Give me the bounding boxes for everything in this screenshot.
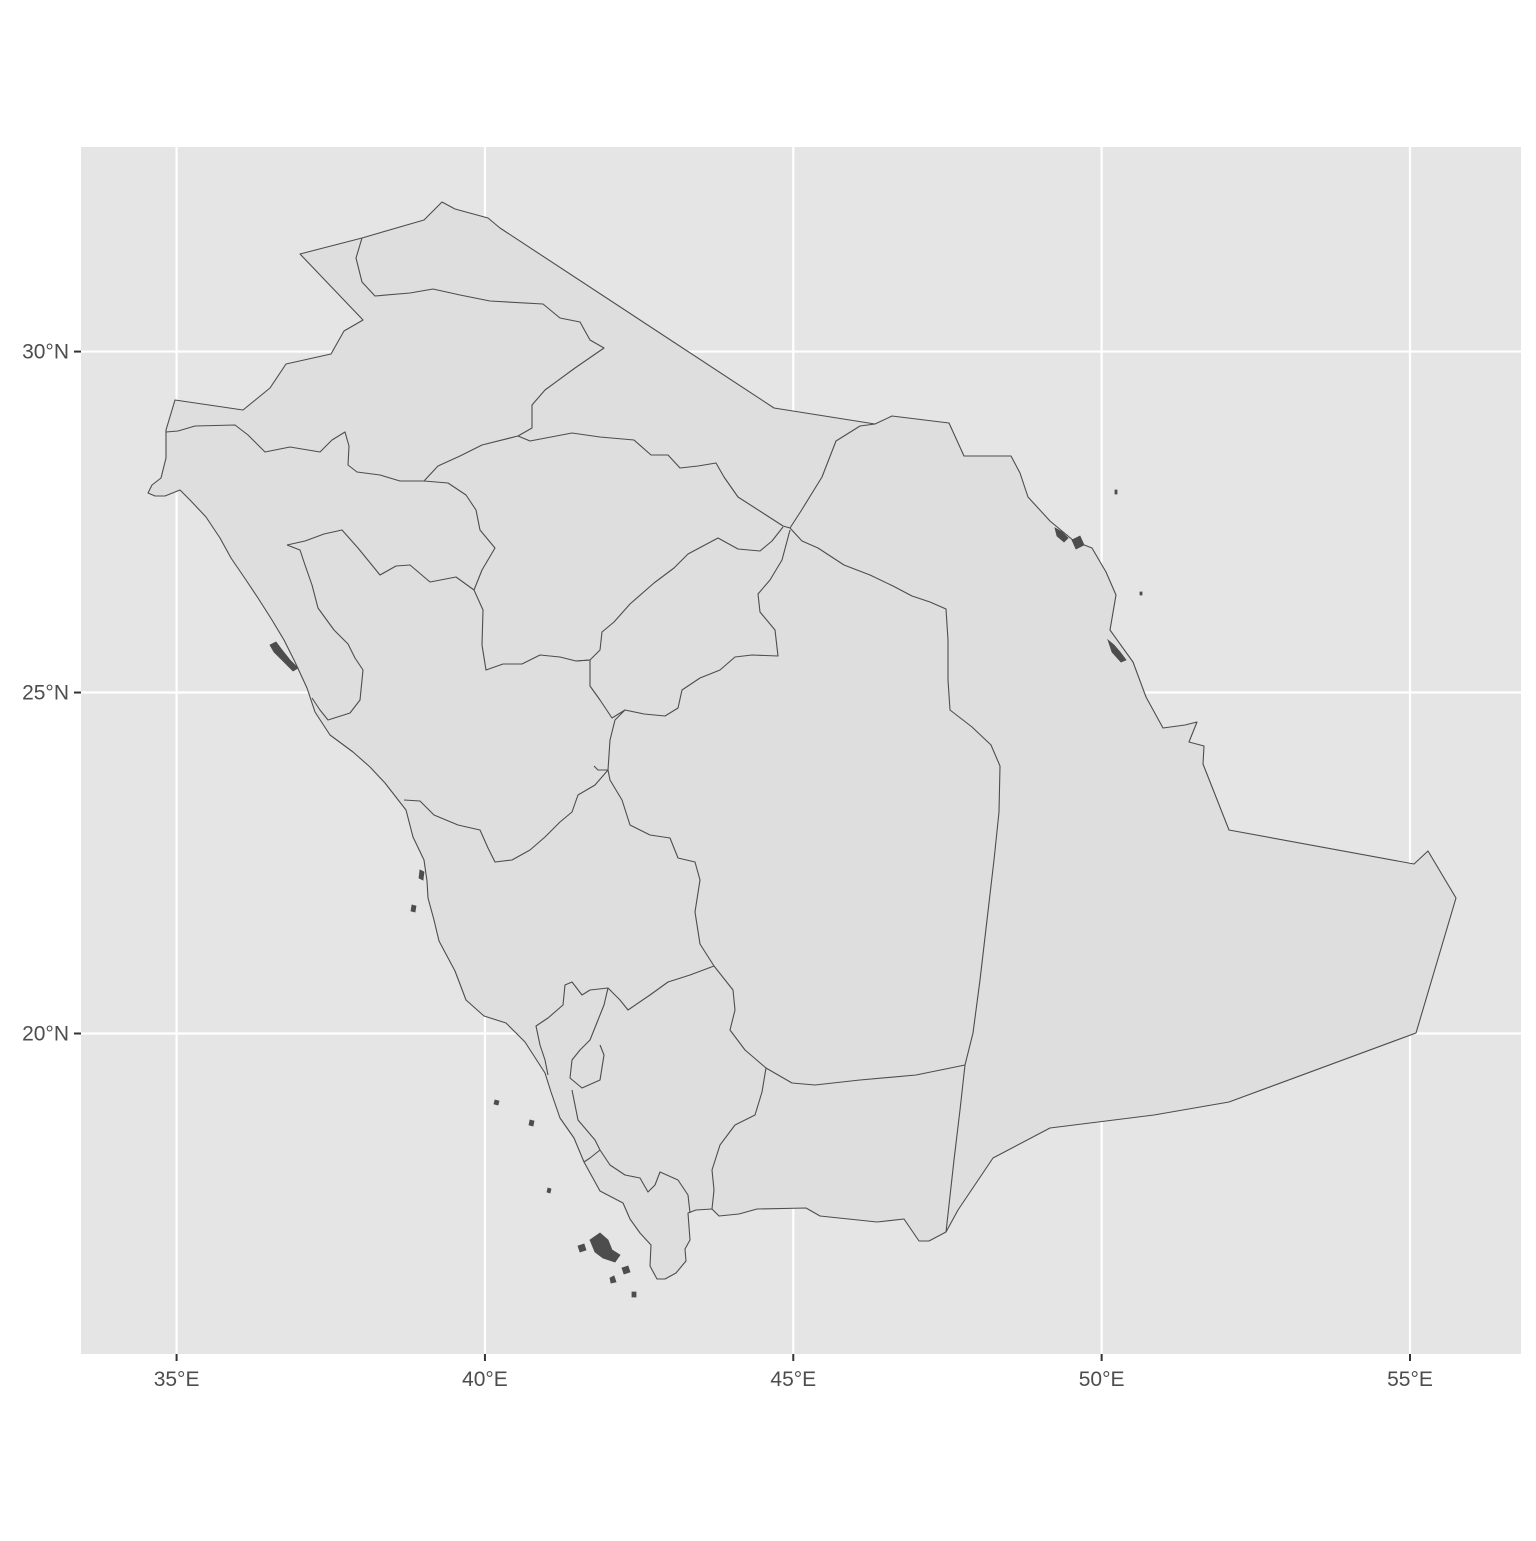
- island: [418, 869, 425, 881]
- island: [1071, 535, 1085, 550]
- island: [1107, 638, 1127, 663]
- region-boundary: [355, 237, 605, 437]
- y-tick-label: 25°N: [22, 682, 69, 705]
- island: [493, 1099, 500, 1106]
- island: [1139, 591, 1143, 596]
- country-map: [147, 201, 1457, 1298]
- region-boundary: [165, 424, 424, 482]
- region-boundary: [286, 544, 364, 721]
- region-boundary: [607, 709, 626, 771]
- island: [609, 1275, 617, 1284]
- island: [621, 1265, 631, 1275]
- x-tick-label: 40°E: [462, 1368, 508, 1391]
- island: [269, 641, 299, 672]
- region-boundary: [711, 1067, 767, 1210]
- region-boundary: [423, 423, 876, 529]
- island: [631, 1291, 637, 1298]
- region-boundary: [945, 1064, 966, 1233]
- island: [546, 1187, 552, 1194]
- y-tick-label: 20°N: [22, 1022, 69, 1045]
- island: [528, 1119, 535, 1127]
- region-boundary: [789, 527, 1001, 1066]
- x-tick-label: 50°E: [1079, 1368, 1125, 1391]
- region-boundary: [403, 765, 609, 863]
- axes: 35°E 40°E 45°E 50°E 55°E 20°N 25°N 30°N: [22, 341, 1433, 1391]
- region-boundary: [286, 529, 475, 591]
- region-boundary: [423, 480, 784, 671]
- island: [577, 1243, 587, 1253]
- region-boundary: [569, 987, 609, 1089]
- x-tick-label: 35°E: [154, 1368, 200, 1391]
- x-tick-label: 55°E: [1387, 1368, 1433, 1391]
- island: [410, 904, 417, 913]
- farasan-islands: [589, 1232, 621, 1263]
- region-boundary: [607, 769, 966, 1086]
- island: [1114, 489, 1118, 495]
- region-boundary: [535, 965, 715, 1076]
- country-outline: [147, 201, 1457, 1280]
- y-tick-label: 30°N: [22, 341, 69, 364]
- island: [1054, 527, 1069, 543]
- x-tick-label: 45°E: [770, 1368, 816, 1391]
- region-boundary: [599, 1149, 691, 1214]
- region-boundary: [571, 1089, 601, 1163]
- region-boundary: [575, 529, 791, 719]
